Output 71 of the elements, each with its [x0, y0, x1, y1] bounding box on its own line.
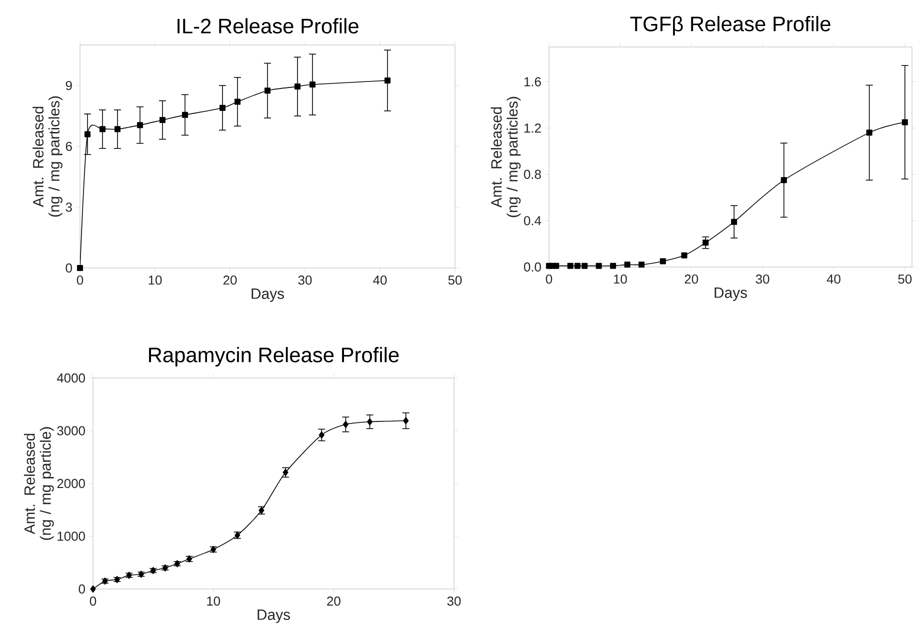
point: [610, 262, 616, 269]
point: [366, 418, 373, 426]
x-tick-label: 0: [546, 274, 552, 284]
point: [553, 262, 560, 269]
x-tick-label: 50: [448, 276, 462, 285]
y-tick-label: 3: [66, 202, 72, 212]
y-tick-label: 1.2: [524, 124, 541, 133]
chart-title: TGFβ Release Profile: [630, 16, 830, 36]
point: [780, 177, 787, 184]
point: [866, 130, 872, 136]
point: [318, 431, 324, 439]
chart-title: Rapamycin Release Profile: [149, 347, 399, 367]
y-axis-title: Amt. Released (ng / mg particles): [490, 96, 521, 218]
point: [234, 98, 240, 105]
point: [731, 218, 738, 225]
x-tick-label: 30: [447, 596, 461, 606]
point: [220, 104, 226, 111]
point: [182, 112, 188, 118]
x-tick-label: 10: [148, 276, 162, 285]
point: [567, 262, 574, 269]
x-tick-label: 10: [207, 596, 220, 606]
point: [77, 264, 83, 271]
point: [638, 262, 645, 268]
point: [137, 122, 143, 128]
x-tick-label: 20: [327, 596, 340, 606]
x-tick-label: 0: [90, 596, 96, 606]
point: [596, 262, 602, 269]
x-tick-label: 50: [898, 274, 912, 284]
y-tick-label: 0.4: [524, 216, 542, 226]
x-tick-label: 30: [756, 274, 770, 284]
point: [403, 417, 409, 424]
point: [160, 117, 166, 123]
x-tick-label: 40: [826, 274, 840, 284]
x-tick-label: 10: [614, 274, 627, 284]
point: [574, 262, 580, 269]
chart-title: IL-2 Release Profile: [178, 18, 358, 34]
x-tick-label: 30: [298, 276, 312, 285]
y-tick-label: 1.6: [524, 77, 541, 86]
point: [681, 252, 688, 258]
y-tick-label: 0: [78, 584, 85, 594]
y-tick-label: 6: [66, 142, 72, 151]
x-tick-label: 40: [373, 276, 387, 285]
point: [624, 262, 630, 268]
x-axis-title: Days: [258, 610, 290, 623]
y-axis-title: Amt. Released (ng / mg particle): [24, 427, 54, 540]
point: [100, 126, 106, 132]
y-tick-label: 0.8: [524, 170, 541, 179]
x-axis-title: Days: [252, 288, 284, 302]
y-tick-label: 2000: [57, 478, 85, 488]
point: [264, 88, 270, 94]
point: [384, 77, 390, 84]
point: [660, 258, 666, 264]
point: [702, 240, 709, 246]
y-tick-label: 0: [66, 263, 72, 273]
point: [310, 82, 316, 88]
y-tick-label: 9: [66, 80, 72, 90]
point: [84, 131, 90, 138]
point: [90, 585, 96, 593]
y-tick-label: 0.0: [524, 262, 541, 272]
y-axis-title: Amt. Released (ng / mg particles): [32, 96, 62, 217]
x-tick-label: 20: [684, 274, 698, 284]
point: [902, 119, 908, 126]
point: [342, 420, 348, 428]
y-tick-label: 4000: [56, 373, 85, 383]
point: [114, 126, 120, 132]
x-axis-title: Days: [714, 288, 747, 301]
x-tick-label: 20: [223, 276, 237, 285]
point: [294, 84, 300, 90]
point: [582, 262, 588, 269]
y-tick-label: 3000: [57, 426, 85, 436]
y-tick-label: 1000: [58, 532, 85, 541]
